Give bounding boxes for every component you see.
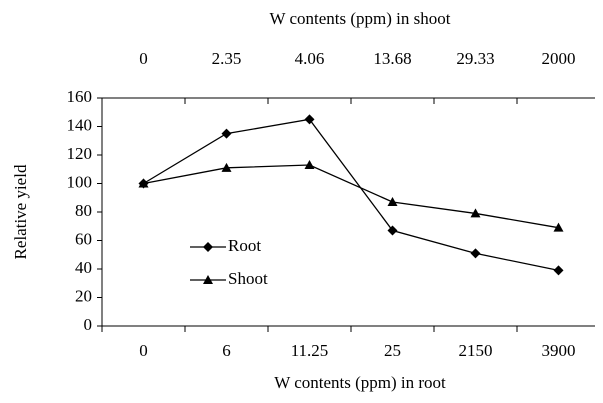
x2-tick-label: 29.33 [456, 49, 494, 68]
marker [387, 197, 398, 207]
marker [470, 208, 481, 218]
y-tick-label: 0 [84, 315, 93, 334]
marker [304, 159, 315, 169]
y-tick-label: 80 [75, 201, 92, 220]
x2-tick-label: 4.06 [295, 49, 325, 68]
x-axis-title: W contents (ppm) in root [274, 373, 446, 392]
series-line [143, 118, 559, 272]
marker [553, 222, 564, 232]
y-tick-label: 120 [67, 144, 93, 163]
marker [203, 275, 213, 284]
x-tick-label: 3900 [542, 341, 576, 360]
marker [304, 114, 315, 125]
marker [138, 178, 149, 188]
marker [553, 265, 564, 276]
x-tick-label: 2150 [459, 341, 493, 360]
marker [387, 225, 398, 236]
x2-axis-title: W contents (ppm) in shoot [270, 9, 451, 28]
x-tick-label: 6 [222, 341, 231, 360]
y-axis-title: Relative yield [11, 164, 30, 259]
legend-label: Root [228, 236, 261, 255]
y-tick-label: 140 [67, 115, 93, 134]
marker [221, 128, 232, 139]
x2-tick-label: 0 [139, 49, 148, 68]
y-tick-label: 100 [67, 172, 93, 191]
x2-tick-label: 2.35 [212, 49, 242, 68]
y-tick-label: 20 [75, 286, 92, 305]
x2-tick-label: 2000 [542, 49, 576, 68]
y-tick-label: 40 [75, 258, 92, 277]
y-tick-label: 60 [75, 229, 92, 248]
x-tick-label: 25 [384, 341, 401, 360]
legend-label: Shoot [228, 269, 268, 288]
marker [203, 242, 213, 252]
marker [221, 162, 232, 172]
series-line [143, 164, 559, 229]
x2-tick-label: 13.68 [373, 49, 411, 68]
marker [470, 248, 481, 259]
x-tick-label: 11.25 [291, 341, 329, 360]
x-tick-label: 0 [139, 341, 148, 360]
y-tick-label: 160 [67, 87, 93, 106]
